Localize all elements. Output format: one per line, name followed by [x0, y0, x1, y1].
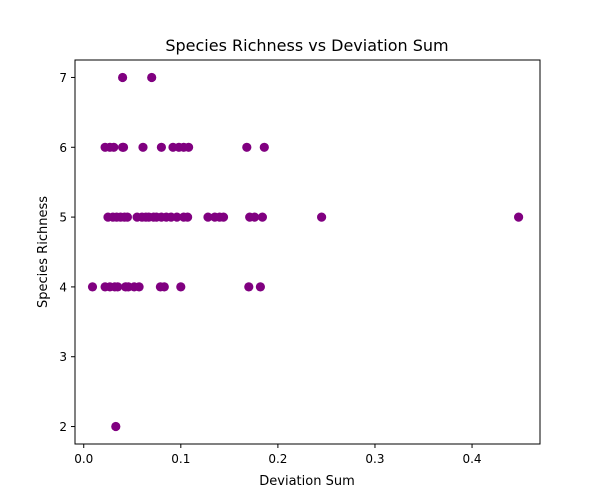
data-point [113, 282, 123, 292]
data-point [255, 282, 265, 292]
data-point [118, 142, 129, 152]
data-point [109, 142, 119, 152]
data-point [242, 142, 252, 152]
data-points [87, 72, 524, 432]
data-point [183, 212, 193, 222]
x-tick-label: 0.2 [268, 452, 287, 466]
data-point [122, 212, 132, 222]
y-tick-label: 6 [59, 141, 67, 155]
y-axis-label: Species Richness [36, 196, 51, 308]
y-tick-label: 4 [59, 280, 67, 294]
data-point [147, 72, 157, 83]
data-point [184, 142, 194, 152]
x-axis-label: Deviation Sum [259, 474, 354, 489]
y-tick-label: 5 [59, 211, 67, 225]
data-point [203, 212, 213, 222]
data-point [257, 212, 267, 222]
data-point [514, 212, 524, 222]
data-point [244, 282, 254, 292]
data-point [259, 142, 269, 152]
data-point [134, 282, 144, 292]
data-point [218, 212, 229, 222]
data-point [87, 282, 98, 292]
data-point [111, 421, 121, 432]
data-point [250, 212, 260, 222]
data-point [138, 142, 148, 152]
y-tick-label: 3 [59, 350, 67, 364]
data-point [118, 72, 128, 83]
data-point [172, 212, 182, 222]
chart-title: Species Richness vs Deviation Sum [165, 36, 448, 55]
x-tick-label: 0.3 [365, 452, 384, 466]
data-point [156, 142, 166, 152]
y-tick-label: 2 [59, 420, 67, 434]
x-tick-label: 0.4 [462, 452, 481, 466]
y-tick-label: 7 [59, 71, 67, 85]
data-point [317, 212, 327, 222]
x-tick-label: 0.0 [74, 452, 93, 466]
data-point [159, 282, 169, 292]
data-point [176, 282, 186, 292]
plot-frame [74, 59, 541, 445]
y-axis-ticks: 2 3 4 5 6 7 [59, 71, 75, 434]
x-axis-ticks: 0.0 0.1 0.2 0.3 0.4 [74, 444, 482, 466]
x-tick-label: 0.1 [171, 452, 190, 466]
